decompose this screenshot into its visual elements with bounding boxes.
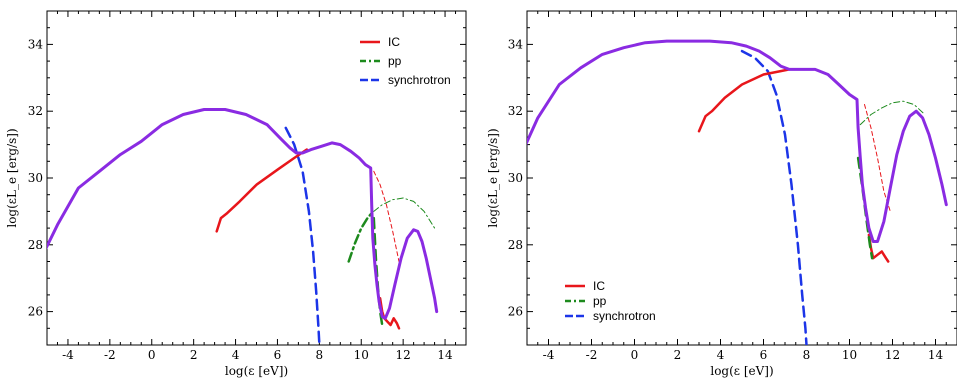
x-tick-label: 8 (316, 348, 324, 362)
x-axis-label: log(ε [eV]) (710, 364, 773, 378)
legend-label-IC: IC (388, 35, 400, 49)
x-tick-label: 14 (928, 348, 944, 362)
y-tick-label: 32 (28, 104, 43, 118)
x-tick-label: 6 (274, 348, 282, 362)
x-tick-label: -4 (62, 348, 74, 362)
series-line-synchrotron (740, 49, 808, 345)
x-tick-label: 8 (803, 348, 811, 362)
series-line-IC (697, 68, 791, 133)
x-tick-label: 14 (437, 348, 453, 362)
plot-frame (46, 10, 467, 346)
x-tick-label: 4 (717, 348, 725, 362)
legend-label-pp: pp (593, 294, 607, 308)
legend-label-synchrotron: synchrotron (593, 309, 656, 323)
series-line-total (47, 108, 439, 320)
y-tick-label: 30 (508, 171, 523, 185)
legend: IC pp synchrotron (360, 35, 451, 87)
y-tick-label: 28 (508, 238, 523, 252)
series-group (47, 108, 439, 345)
x-tick-label: 6 (760, 348, 768, 362)
series-group (527, 39, 948, 345)
chart-panel-left: -4 -2 0 2 4 6 8 10 12 14 26 28 30 32 34 log(ε [eV]) log(… (5, 10, 467, 378)
legend-label-IC: IC (593, 279, 605, 293)
x-tick-label: -2 (586, 348, 598, 362)
series-line-pp (373, 197, 436, 229)
series-line-IC (373, 170, 400, 262)
y-tick-label: 30 (28, 171, 43, 185)
series-line-IC (215, 148, 309, 233)
y-tick-label: 32 (508, 104, 523, 118)
series-line-pp (859, 100, 926, 126)
x-tick-label: 0 (148, 348, 156, 362)
x-tick-label: -4 (543, 348, 555, 362)
y-tick-label: 28 (28, 238, 43, 252)
x-tick-label: -2 (104, 348, 116, 362)
y-axis-label: log(εL_e [erg/s]) (486, 128, 500, 227)
x-tick-label: 12 (885, 348, 900, 362)
series-line-synchrotron (284, 126, 321, 345)
x-tick-label: 10 (354, 348, 369, 362)
chart-panel-right: -4 -2 0 2 4 6 8 10 12 14 26 28 30 32 34 log(ε [eV]) log(… (486, 10, 957, 378)
legend-label-synchrotron: synchrotron (388, 73, 451, 87)
series-line-IC (864, 104, 891, 212)
y-axis-label: log(εL_e [erg/s]) (5, 128, 19, 227)
x-tick-label: 0 (631, 348, 639, 362)
x-tick-label: 4 (232, 348, 240, 362)
y-tick-label: 34 (28, 37, 44, 51)
series-line-pp (347, 211, 373, 263)
y-tick-label: 26 (28, 305, 43, 319)
x-tick-label: 2 (674, 348, 682, 362)
series-line-total (527, 39, 948, 243)
x-tick-label: 10 (842, 348, 857, 362)
legend-label-pp: pp (388, 54, 402, 68)
x-axis-label: log(ε [eV]) (225, 364, 288, 378)
y-tick-label: 34 (508, 37, 524, 51)
y-tick-label: 26 (508, 305, 523, 319)
x-tick-label: 12 (396, 348, 411, 362)
x-tick-label: 2 (190, 348, 198, 362)
